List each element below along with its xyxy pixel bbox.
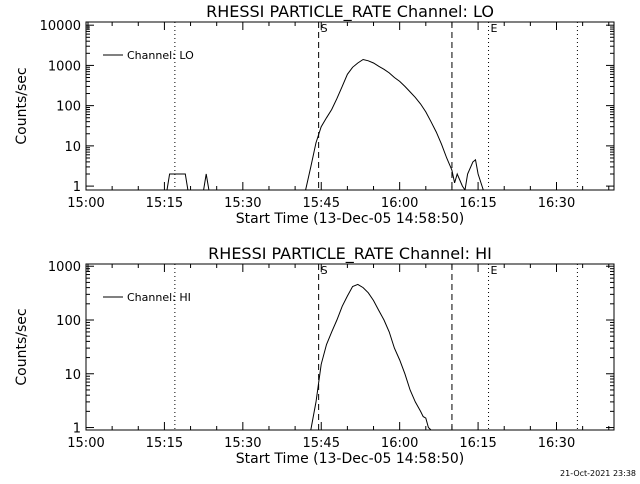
y-tick-label: 10 [64, 368, 81, 383]
chart-panel-0: RHESSI PARTICLE_RATE Channel: LO 15:00 15:… [14, 2, 615, 227]
y-tick-label: 1000 [48, 260, 81, 275]
chart-panel-1: RHESSI PARTICLE_RATE Channel: HI 15:00 15:… [14, 244, 615, 467]
x-tick-label: 15:15 [146, 196, 183, 211]
y-tick-label: 100 [56, 314, 81, 329]
x-tick-label: 15:45 [303, 196, 340, 211]
y-tick-label: 1000 [48, 59, 81, 74]
x-tick-label: 16:15 [459, 436, 496, 451]
chart-title: RHESSI PARTICLE_RATE Channel: LO [206, 2, 494, 22]
y-axis-label: Counts/sec [14, 308, 30, 385]
x-axis-label: Start Time (13-Dec-05 14:58:50) [236, 451, 464, 467]
marker-label: S [321, 264, 328, 277]
x-tick-label: 15:00 [67, 196, 104, 211]
y-tick-label: 100 [56, 100, 81, 115]
y-tick-label: 1 [73, 422, 81, 437]
x-tick-label: 16:15 [459, 196, 496, 211]
x-axis-label: Start Time (13-Dec-05 14:58:50) [236, 211, 464, 227]
x-tick-label: 16:30 [538, 436, 575, 451]
series-line-0 [310, 283, 432, 430]
x-tick-label: 15:30 [224, 196, 261, 211]
x-tick-label: 15:45 [303, 436, 340, 451]
timestamp: 21-Oct-2021 23:38 [560, 469, 636, 478]
chart-title: RHESSI PARTICLE_RATE Channel: HI [208, 244, 492, 264]
plot-frame [85, 263, 615, 431]
legend-label: Channel: HI [127, 291, 191, 304]
series-line-0 [86, 58, 484, 190]
x-tick-label: 16:00 [381, 436, 418, 451]
x-tick-label: 16:30 [538, 196, 575, 211]
x-tick-label: 15:15 [146, 436, 183, 451]
x-tick-label: 16:00 [381, 196, 418, 211]
y-tick-label: 10000 [40, 19, 81, 34]
marker-label: S [321, 22, 328, 35]
x-tick-label: 15:30 [224, 436, 261, 451]
x-tick-label: 15:00 [67, 436, 104, 451]
legend-label: Channel: LO [127, 49, 194, 62]
marker-label: E [491, 22, 498, 35]
y-tick-label: 1 [73, 180, 81, 195]
y-tick-label: 10 [64, 140, 81, 155]
y-axis-label: Counts/sec [14, 67, 30, 144]
plot-frame [85, 21, 615, 191]
marker-label: E [491, 264, 498, 277]
